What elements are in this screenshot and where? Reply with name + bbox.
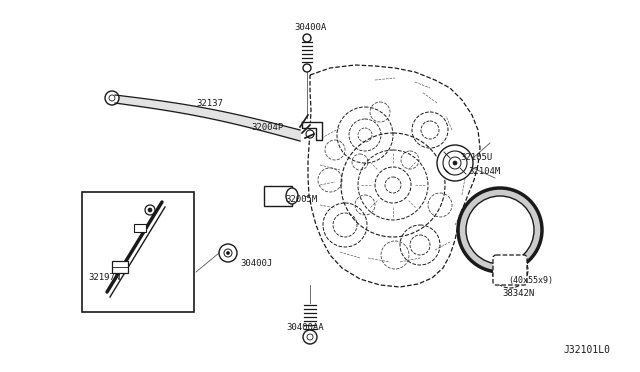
Bar (112, 261, 128, 273)
Circle shape (105, 91, 119, 105)
Circle shape (453, 161, 457, 165)
Circle shape (437, 145, 473, 181)
Circle shape (303, 34, 311, 42)
Text: (40x55x9): (40x55x9) (508, 276, 553, 285)
Ellipse shape (286, 188, 298, 204)
Text: 32137: 32137 (196, 99, 223, 108)
Circle shape (219, 244, 237, 262)
Circle shape (507, 267, 513, 273)
Polygon shape (302, 122, 322, 140)
Circle shape (458, 188, 542, 272)
Text: 32005M: 32005M (285, 196, 317, 205)
Circle shape (449, 157, 461, 169)
Circle shape (224, 249, 232, 257)
Circle shape (503, 263, 517, 277)
Circle shape (303, 64, 311, 72)
Text: 38342N: 38342N (502, 289, 534, 298)
Bar (82, 192, 194, 312)
Text: 30400A: 30400A (294, 23, 326, 32)
Text: J32101L0: J32101L0 (563, 345, 610, 355)
Circle shape (145, 205, 155, 215)
Text: 32105U: 32105U (460, 154, 492, 163)
Circle shape (109, 95, 115, 101)
Circle shape (443, 151, 467, 175)
Bar (134, 224, 146, 232)
FancyBboxPatch shape (493, 255, 527, 285)
Circle shape (466, 196, 534, 264)
Circle shape (148, 208, 152, 212)
Text: 30400AA: 30400AA (286, 324, 324, 333)
Circle shape (288, 192, 296, 200)
Text: 30400J: 30400J (240, 259, 272, 267)
Circle shape (303, 330, 317, 344)
Circle shape (227, 251, 230, 254)
Text: 32104M: 32104M (468, 167, 500, 176)
Circle shape (307, 334, 313, 340)
Circle shape (306, 130, 314, 138)
Text: 32197N: 32197N (88, 273, 120, 282)
Text: 32004P: 32004P (252, 122, 284, 131)
Bar (264, 186, 292, 206)
